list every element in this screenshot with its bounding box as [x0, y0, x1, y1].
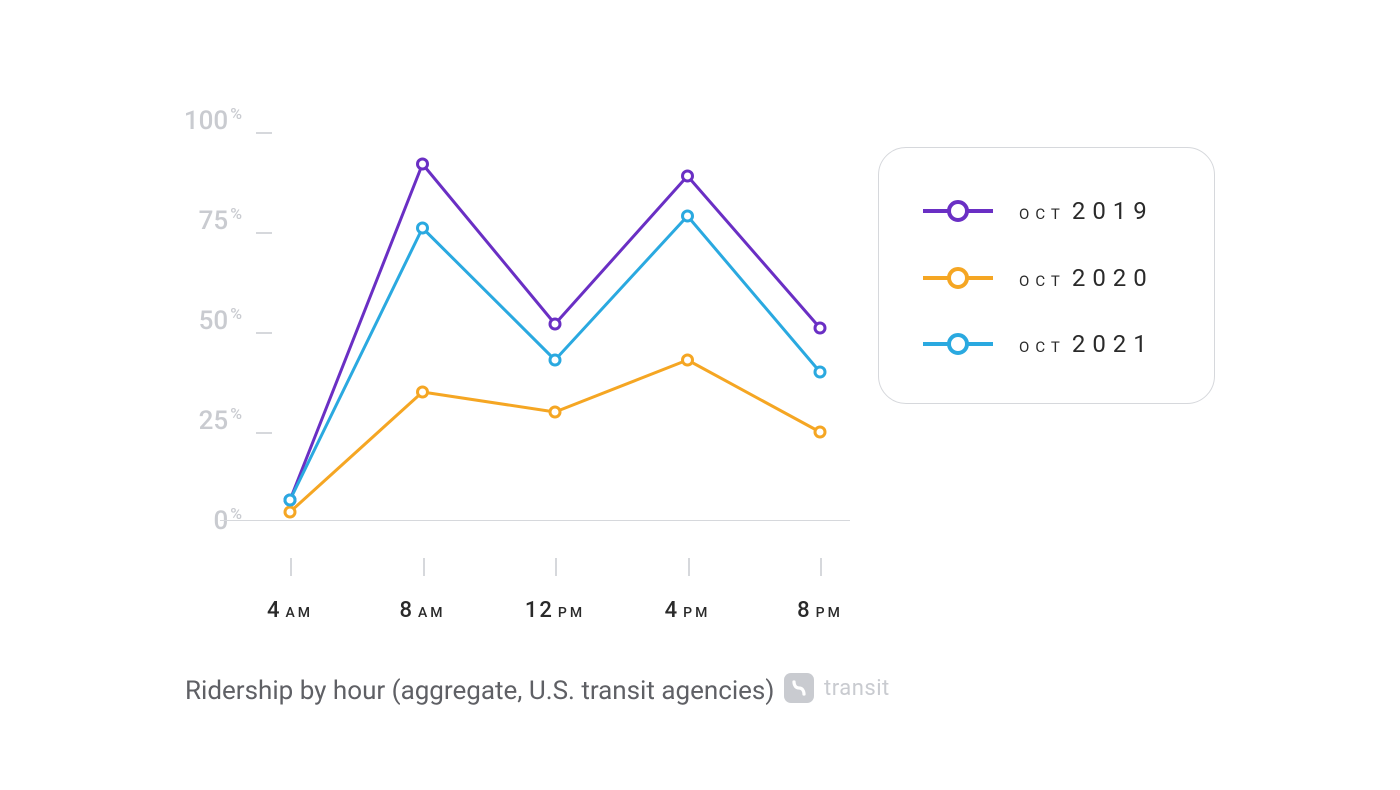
brand-lockup: transit	[784, 673, 890, 703]
series-line-oct2019	[290, 164, 820, 500]
legend-item-oct2020: OCT 2020	[923, 253, 1170, 303]
brand-name: transit	[824, 676, 890, 701]
series-marker-oct2019	[815, 323, 825, 333]
legend-label: OCT 2019	[1019, 197, 1154, 225]
series-marker-oct2019	[683, 171, 693, 181]
series-marker-oct2020	[815, 427, 825, 437]
series-marker-oct2021	[418, 223, 428, 233]
legend-swatch-icon	[923, 199, 993, 223]
series-marker-oct2020	[285, 507, 295, 517]
series-marker-oct2021	[815, 367, 825, 377]
series-marker-oct2021	[550, 355, 560, 365]
legend-swatch-icon	[923, 332, 993, 356]
legend-month: OCT	[1019, 272, 1066, 290]
chart-legend: OCT 2019 OCT 2020 OCT 2021	[878, 147, 1215, 404]
legend-swatch-icon	[923, 266, 993, 290]
series-marker-oct2021	[285, 495, 295, 505]
legend-month: OCT	[1019, 205, 1066, 223]
transit-logo-icon	[784, 673, 814, 703]
legend-item-oct2021: OCT 2021	[923, 319, 1170, 369]
legend-label: OCT 2021	[1019, 330, 1154, 358]
series-marker-oct2020	[418, 387, 428, 397]
legend-year: 2020	[1072, 264, 1154, 292]
series-marker-oct2020	[550, 407, 560, 417]
chart-stage: 0%25%50%75%100% 4AM8AM12PM4PM8PM OCT2019…	[0, 0, 1400, 790]
legend-label: OCT 2020	[1019, 264, 1154, 292]
series-line-oct2020	[290, 360, 820, 512]
legend-year: 2021	[1072, 330, 1154, 358]
legend-year: 2019	[1072, 197, 1154, 225]
series-marker-oct2019	[550, 319, 560, 329]
chart-caption: Ridership by hour (aggregate, U.S. trans…	[185, 676, 774, 706]
series-marker-oct2019	[418, 159, 428, 169]
legend-month: OCT	[1019, 338, 1066, 356]
series-marker-oct2020	[683, 355, 693, 365]
series-marker-oct2021	[683, 211, 693, 221]
legend-item-oct2019: OCT 2019	[923, 186, 1170, 236]
